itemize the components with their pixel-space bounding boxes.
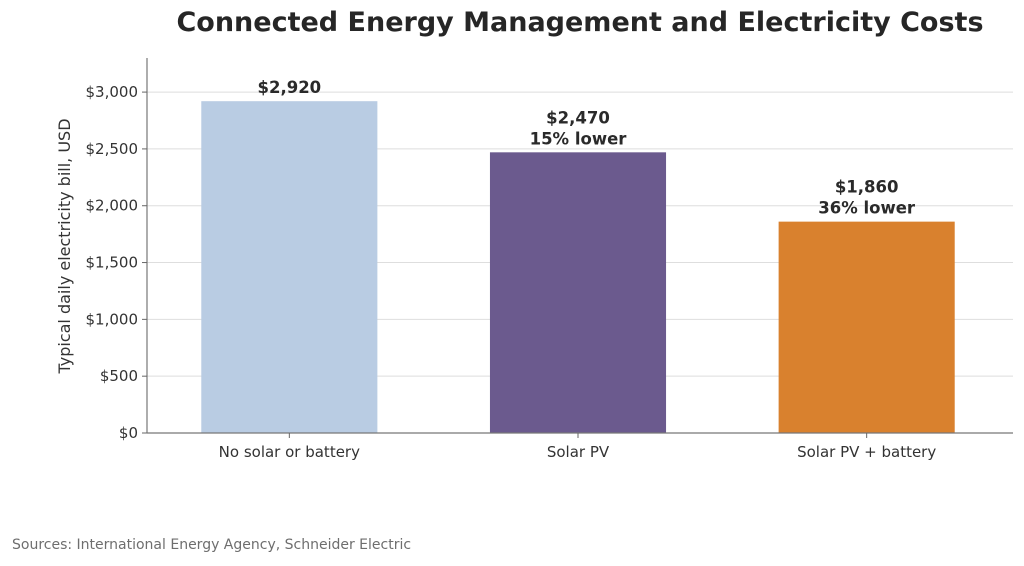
bars	[201, 101, 955, 433]
y-tick-label: $500	[100, 367, 138, 385]
axes	[146, 58, 1013, 434]
y-tick-label: $0	[119, 424, 138, 442]
x-tick-label: Solar PV	[547, 443, 610, 461]
x-tick-label: No solar or battery	[219, 443, 360, 461]
data-labels: $2,920 $2,470 15% lower $1,860 36% lower	[257, 78, 915, 217]
y-tick-label: $3,000	[86, 83, 139, 101]
x-tick-label: Solar PV + battery	[797, 443, 936, 461]
pct-lower-label: 15% lower	[530, 129, 628, 148]
bar	[201, 101, 378, 433]
y-tick-label: $1,500	[86, 254, 139, 272]
value-label: $1,860	[835, 178, 899, 197]
value-label: $2,920	[257, 78, 321, 97]
bar	[778, 221, 955, 433]
y-tick-label: $2,500	[86, 140, 139, 158]
source-note: Sources: International Energy Agency, Sc…	[12, 537, 412, 553]
y-tick-labels: $0 $500 $1,000 $1,500 $2,000 $2,500 $3,000	[86, 83, 147, 442]
chart-title: Connected Energy Management and Electric…	[176, 7, 984, 38]
x-tick-labels: No solar or battery Solar PV Solar PV + ba…	[219, 433, 936, 461]
bar	[489, 152, 667, 433]
value-label: $2,470	[546, 108, 610, 127]
y-axis-label: Typical daily electricity bill, USD	[55, 118, 74, 374]
y-tick-label: $2,000	[86, 197, 139, 215]
y-tick-label: $1,000	[86, 310, 139, 328]
pct-lower-label: 36% lower	[818, 199, 916, 218]
